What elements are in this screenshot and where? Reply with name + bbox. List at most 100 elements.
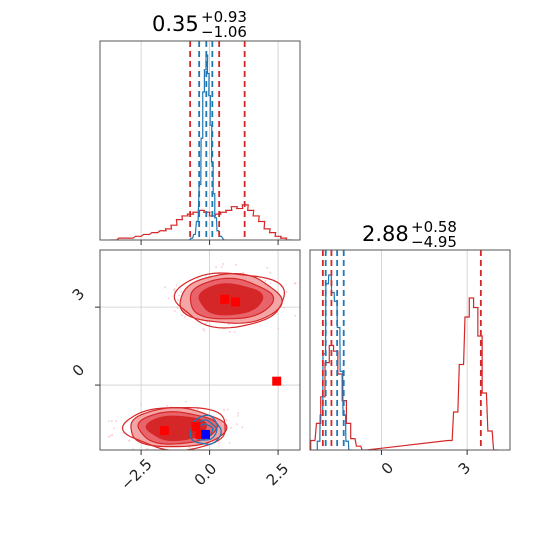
scatter-point [113,427,115,430]
scatter-point [173,290,176,293]
top-plot-area [110,41,293,240]
scatter-point [196,277,199,279]
scatter-point [164,452,166,454]
axes-frame [309,249,511,451]
scatter-point [226,408,229,411]
scatter-point [225,419,228,422]
y-tick-label: 0 [69,361,88,380]
top-title-median: 0.35 [152,12,199,36]
scatter-point [111,434,114,436]
top-panel-title: 0.35 +0.93 −1.06 [152,8,247,41]
right-title-median: 2.88 [362,222,409,246]
scatter-point [185,400,187,403]
scatter-point [188,446,191,449]
right-panel-title: 2.88 +0.58 −4.95 [362,218,457,251]
right-title-minus: −4.95 [411,233,457,251]
scatter-point [294,314,297,317]
red-histogram [110,204,293,240]
scatter-point [206,321,208,323]
scatter-point [230,426,232,429]
top-title-minus: −1.06 [201,23,247,41]
scatter-point [221,266,223,268]
red-marker [231,297,241,307]
scatter-point [183,316,186,318]
scatter-point [167,297,170,300]
scatter-point [223,408,225,411]
top-marginal-histogram [99,40,301,245]
scatter-point [293,282,296,285]
x-tick-label: 2.5 [263,460,293,490]
axes-frame [99,40,301,241]
scatter-point [204,274,207,277]
scatter-point [277,327,279,330]
scatter-point [241,426,244,429]
scatter-point [108,420,110,423]
red-contour [198,283,264,316]
blue-marker [200,429,210,439]
scatter-point [166,405,168,407]
scatter-point [237,414,239,417]
joint-y-tick-labels: 0 3 [69,285,88,380]
red-histogram [310,297,498,450]
right-x-tick-labels: 0 3 [378,459,474,478]
scatter-point [164,286,166,288]
scatter-point [266,267,268,269]
scatter-point [160,453,162,455]
right-marginal-histogram [309,249,511,455]
scatter-point [202,328,205,330]
scatter-point [269,282,272,284]
scatter-point [237,412,239,415]
scatter-point [236,423,238,425]
red-marker [220,294,230,304]
scatter-point [285,291,288,293]
right-title-plus: +0.58 [411,218,457,236]
x-tick-label: 0 [378,459,397,478]
red-marker [272,376,282,386]
scatter-point [140,403,142,406]
scatter-point [269,271,272,274]
axes-frame [99,249,301,451]
scatter-point [264,280,267,282]
joint-contour-plot [95,249,301,457]
blue-contour [189,414,222,445]
top-title-plus: +0.93 [201,8,247,26]
scatter-point [180,290,183,293]
scatter-point [178,294,180,297]
scatter-point [111,420,113,422]
scatter-point [109,434,112,437]
red-contour [121,406,226,450]
scatter-point [233,331,236,333]
scatter-point [176,307,179,309]
x-tick-label: 3 [455,459,474,478]
scatter-point [175,284,178,287]
scatter-point [215,266,217,268]
scatter-point [294,282,297,284]
scatter-point [242,271,245,274]
scatter-point [193,455,195,457]
scatter-point [229,331,231,333]
scatter-point [180,314,183,317]
scatter-point [228,442,231,444]
scatter-point [222,263,224,265]
joint-plot-area [107,263,300,457]
scatter-point [174,310,176,312]
right-plot-area [310,250,498,450]
y-tick-label: 3 [69,285,88,304]
scatter-point [132,448,135,450]
scatter-point [204,322,207,325]
scatter-point [203,329,206,332]
scatter-point [128,439,131,442]
scatter-point [107,436,110,438]
scatter-point [172,288,175,291]
scatter-point [173,288,176,290]
scatter-point [227,323,230,326]
scatter-point [196,408,199,411]
x-tick-label: −2.5 [117,455,155,493]
scatter-point [283,306,286,309]
red-marker [195,429,205,439]
scatter-point [202,443,205,446]
scatter-point [218,442,220,445]
red-marker [191,422,201,432]
scatter-point [177,299,179,301]
